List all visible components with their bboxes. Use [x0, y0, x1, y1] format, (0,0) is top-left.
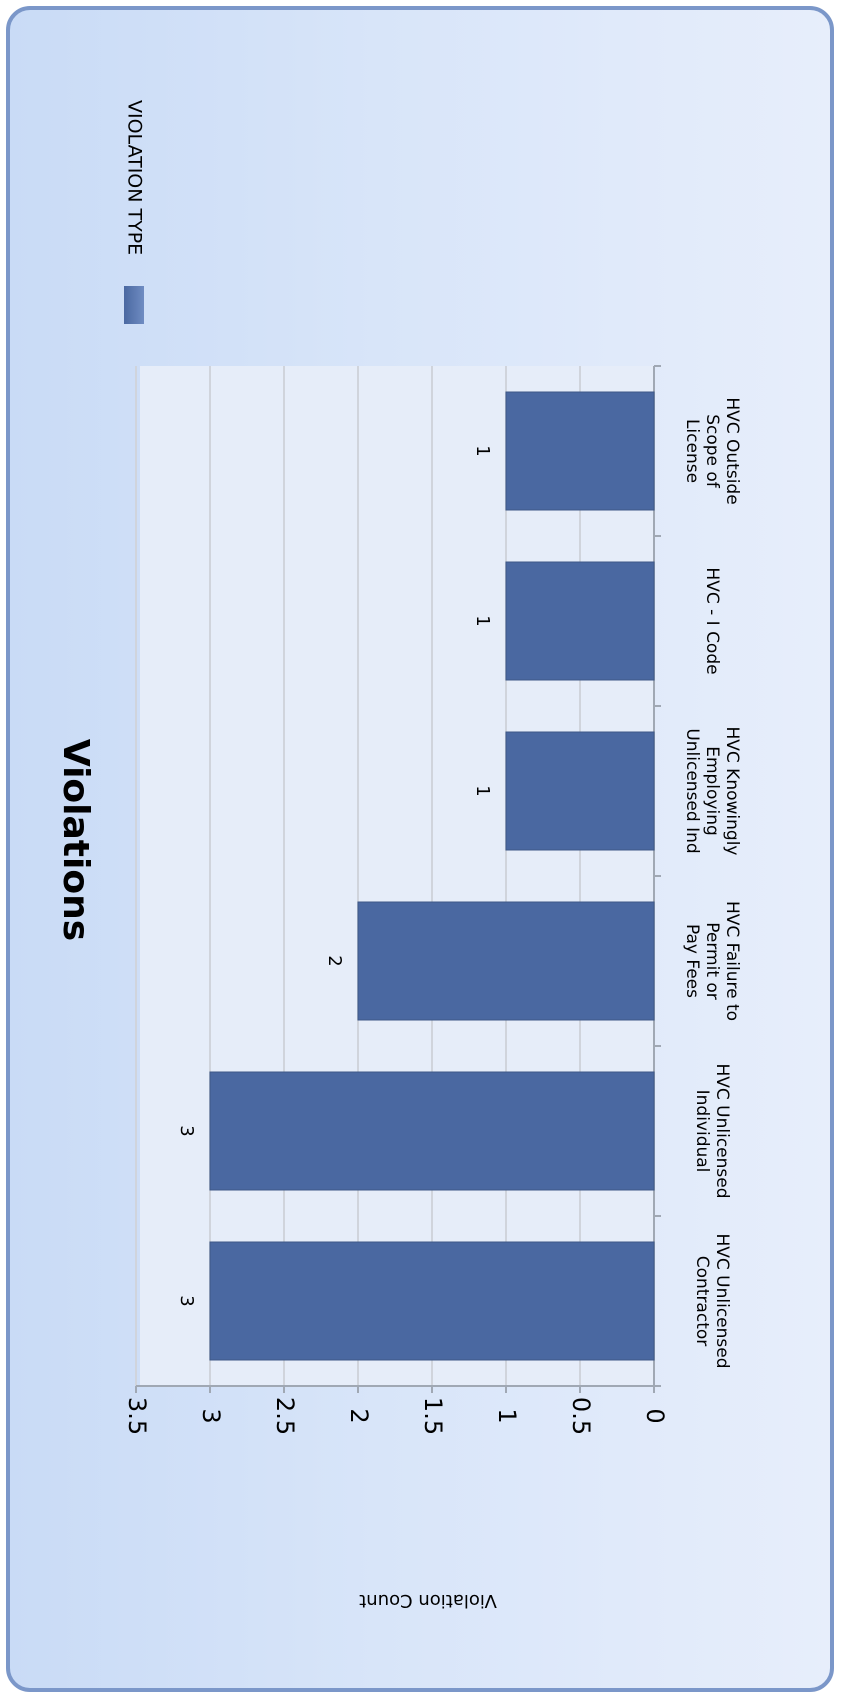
- category-label: Contractor: [692, 1256, 712, 1347]
- category-label: Permit or: [702, 922, 722, 1000]
- value-tick-label: 0: [641, 1408, 669, 1423]
- bar: [505, 731, 655, 851]
- category-label: HVC Unlicensed: [712, 1063, 732, 1198]
- chart-title: Violations: [55, 739, 96, 941]
- gridlines: [135, 366, 581, 1386]
- value-tick-label: 3: [197, 1408, 225, 1423]
- data-label: 3: [176, 1125, 197, 1136]
- category-label: HVC Outside: [722, 397, 742, 504]
- bar: [505, 391, 655, 511]
- bar: [357, 901, 655, 1021]
- data-label: 1: [472, 445, 493, 456]
- chart-panel: 0 0.5 1 1.5 2 2.5 3 3.5 3 HVC Unlicensed Contract…: [6, 6, 834, 1692]
- data-label: 2: [324, 955, 345, 966]
- value-tick-label: 2: [345, 1408, 373, 1423]
- category-label: Unlicensed Ind: [682, 728, 702, 853]
- data-label: 3: [176, 1295, 197, 1306]
- bar: [505, 561, 655, 681]
- axes: 0 0.5 1 1.5 2 2.5 3 3.5: [123, 365, 669, 1435]
- value-tick-label: 0.5: [567, 1397, 595, 1435]
- y-axis-title: Violation Count: [359, 1590, 497, 1611]
- data-label: 1: [472, 785, 493, 796]
- value-tick-label: 2.5: [271, 1397, 299, 1435]
- bar: [209, 1241, 655, 1361]
- category-label: HVC Failure to: [722, 901, 742, 1021]
- legend-label: VIOLATION TYPE: [124, 100, 146, 255]
- value-tick-label: 1: [493, 1408, 521, 1423]
- category-label: HVC - I Code: [702, 567, 722, 674]
- category-label: Pay Fees: [682, 924, 702, 998]
- data-label: 1: [472, 615, 493, 626]
- category-label: HVC Knowingly: [722, 727, 742, 856]
- category-label: Employing: [702, 746, 722, 836]
- legend: VIOLATION TYPE: [124, 100, 146, 324]
- category-label: HVC Unlicensed: [712, 1233, 732, 1368]
- bar: [209, 1071, 655, 1191]
- bar-chart: 00.511.522.533.5 3 HVC UnlicensedContract…: [55, 100, 742, 1611]
- category-label: Scope of: [702, 414, 722, 489]
- value-tick-label: 3.5: [123, 1397, 151, 1435]
- category-label: Individual: [692, 1090, 712, 1173]
- bars: [209, 391, 655, 1361]
- legend-swatch: [124, 286, 144, 324]
- category-label: License: [682, 419, 702, 483]
- value-tick-label: 1.5: [419, 1397, 447, 1435]
- plot-area: [140, 366, 654, 1386]
